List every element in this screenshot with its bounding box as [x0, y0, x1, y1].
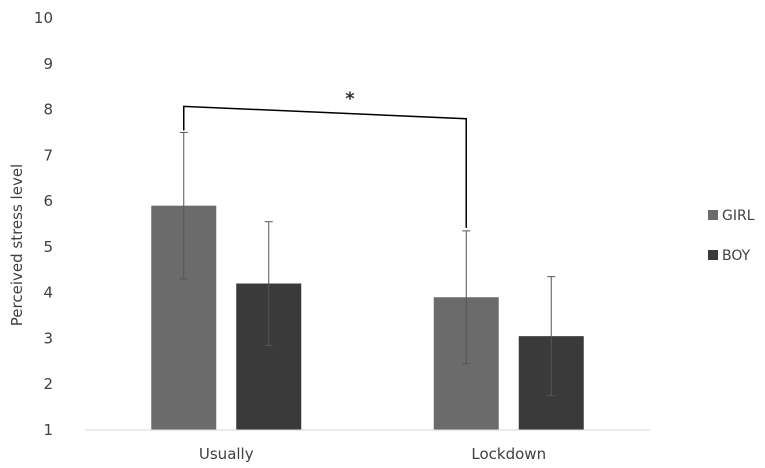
y-tick-label: 7 [43, 146, 53, 164]
y-tick-label: 2 [43, 375, 53, 393]
x-category-label: Lockdown [471, 445, 546, 463]
y-tick-label: 1 [43, 421, 53, 439]
y-tick-label: 9 [43, 55, 53, 73]
legend-label-boy: BOY [722, 248, 751, 264]
y-tick-label: 3 [43, 329, 53, 347]
bars [151, 205, 584, 430]
y-tick-label: 5 [43, 238, 53, 256]
x-axis-categories: Usually Lockdown [199, 445, 546, 463]
significance-bracket: * [183, 89, 467, 228]
y-axis-ticks: 1 2 3 4 5 6 7 8 9 10 [34, 9, 53, 439]
legend-swatch-boy [708, 250, 718, 260]
y-axis-label: Perceived stress level [8, 164, 26, 326]
y-tick-label: 4 [43, 284, 53, 302]
legend: GIRL BOY [708, 208, 755, 264]
error-bars [179, 131, 556, 397]
significance-star: * [345, 89, 355, 110]
y-tick-label: 6 [43, 192, 53, 210]
legend-label-girl: GIRL [722, 208, 755, 224]
significance-line [183, 105, 467, 228]
legend-swatch-girl [708, 210, 718, 220]
x-category-label: Usually [199, 445, 254, 463]
y-tick-label: 8 [43, 101, 53, 119]
y-tick-label: 10 [34, 9, 53, 27]
